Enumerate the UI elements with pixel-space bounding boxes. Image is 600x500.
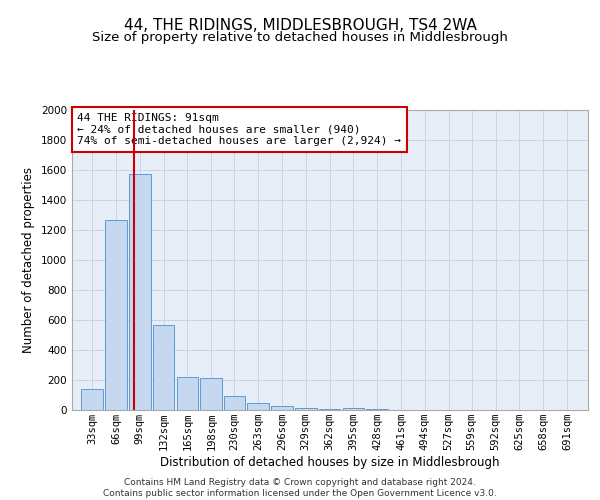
Bar xyxy=(176,377,198,410)
Text: 44 THE RIDINGS: 91sqm
← 24% of detached houses are smaller (940)
74% of semi-det: 44 THE RIDINGS: 91sqm ← 24% of detached … xyxy=(77,113,401,146)
Bar xyxy=(295,408,317,410)
Bar xyxy=(247,402,269,410)
Bar xyxy=(105,220,127,410)
Bar xyxy=(82,389,103,410)
Bar xyxy=(319,408,340,410)
Text: Size of property relative to detached houses in Middlesbrough: Size of property relative to detached ho… xyxy=(92,31,508,44)
Bar xyxy=(153,325,175,410)
Y-axis label: Number of detached properties: Number of detached properties xyxy=(22,167,35,353)
X-axis label: Distribution of detached houses by size in Middlesbrough: Distribution of detached houses by size … xyxy=(160,456,500,469)
Bar xyxy=(367,409,388,410)
Text: 44, THE RIDINGS, MIDDLESBROUGH, TS4 2WA: 44, THE RIDINGS, MIDDLESBROUGH, TS4 2WA xyxy=(124,18,476,32)
Bar xyxy=(343,408,364,410)
Bar xyxy=(271,406,293,410)
Bar xyxy=(129,174,151,410)
Text: Contains HM Land Registry data © Crown copyright and database right 2024.
Contai: Contains HM Land Registry data © Crown c… xyxy=(103,478,497,498)
Bar xyxy=(224,396,245,410)
Bar xyxy=(200,378,222,410)
